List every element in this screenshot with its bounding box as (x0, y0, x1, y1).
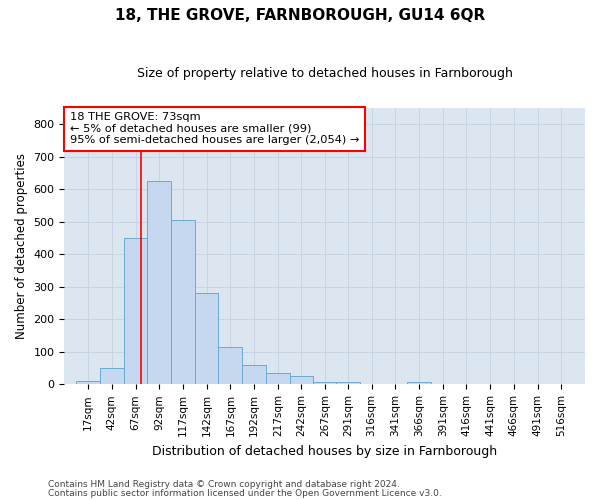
Bar (290, 376, 313, 384)
Bar (242, 365, 266, 384)
Title: Size of property relative to detached houses in Farnborough: Size of property relative to detached ho… (137, 68, 512, 80)
X-axis label: Distribution of detached houses by size in Farnborough: Distribution of detached houses by size … (152, 444, 497, 458)
Bar (124, 238, 148, 384)
Bar (100, 368, 124, 384)
Text: Contains public sector information licensed under the Open Government Licence v3: Contains public sector information licen… (48, 488, 442, 498)
Bar (336, 382, 360, 384)
Text: 18 THE GROVE: 73sqm
← 5% of detached houses are smaller (99)
95% of semi-detache: 18 THE GROVE: 73sqm ← 5% of detached hou… (70, 112, 359, 146)
Bar (407, 382, 431, 384)
Bar (195, 294, 218, 384)
Bar (313, 382, 337, 384)
Text: Contains HM Land Registry data © Crown copyright and database right 2024.: Contains HM Land Registry data © Crown c… (48, 480, 400, 489)
Bar (76, 381, 100, 384)
Y-axis label: Number of detached properties: Number of detached properties (15, 153, 28, 339)
Bar (171, 220, 195, 384)
Text: 18, THE GROVE, FARNBOROUGH, GU14 6QR: 18, THE GROVE, FARNBOROUGH, GU14 6QR (115, 8, 485, 22)
Bar (148, 181, 171, 384)
Bar (218, 347, 242, 385)
Bar (266, 373, 290, 384)
